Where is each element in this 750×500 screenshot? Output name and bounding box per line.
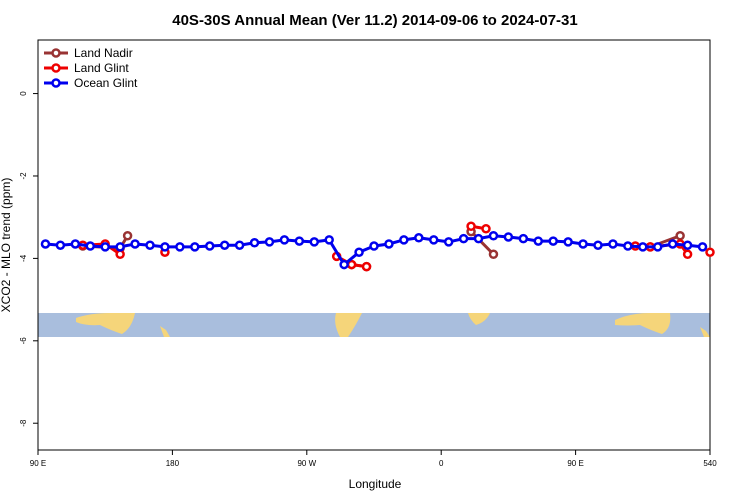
point <box>652 242 663 252</box>
y-tick-label: -6 <box>19 337 28 345</box>
point <box>369 241 379 251</box>
point <box>623 241 633 251</box>
series-line <box>82 230 681 269</box>
y-tick-label: 0 <box>19 91 28 96</box>
point <box>384 239 394 249</box>
point <box>190 242 200 252</box>
plot-frame <box>37 39 711 451</box>
legend-label: Land Glint <box>74 61 129 75</box>
point <box>160 242 170 252</box>
x-axis-label: Longitude <box>349 477 402 491</box>
point <box>488 230 499 241</box>
point <box>55 240 66 250</box>
point <box>705 247 715 257</box>
legend-label: Ocean Glint <box>74 76 138 90</box>
x-tick-label: 90 E <box>567 459 583 468</box>
point <box>294 236 305 246</box>
point <box>249 237 260 248</box>
point <box>458 233 469 244</box>
point <box>533 236 544 246</box>
point <box>361 261 372 272</box>
legend-marker <box>51 48 61 58</box>
point <box>100 242 110 252</box>
point <box>175 242 185 252</box>
point <box>675 230 685 241</box>
point <box>309 237 320 247</box>
point <box>518 233 529 244</box>
point <box>638 242 648 252</box>
point <box>466 221 476 232</box>
point <box>593 240 603 250</box>
point <box>414 233 424 243</box>
point <box>428 235 439 245</box>
point <box>70 239 81 249</box>
x-tick-label: 540 <box>703 459 717 468</box>
point <box>339 259 349 270</box>
point <box>279 235 290 245</box>
y-tick-label: -8 <box>19 419 28 427</box>
point <box>608 239 618 249</box>
point <box>578 239 588 249</box>
point <box>503 232 514 242</box>
point <box>264 237 275 247</box>
x-tick-label: 90 W <box>297 459 316 468</box>
point <box>40 239 51 249</box>
point <box>682 240 693 250</box>
point <box>204 241 215 251</box>
point <box>473 233 484 244</box>
chart-title: 40S-30S Annual Mean (Ver 11.2) 2014-09-0… <box>172 12 578 29</box>
legend-marker <box>51 63 61 73</box>
point <box>234 240 245 250</box>
point <box>682 249 693 260</box>
legend-label: Land Nadir <box>74 46 133 60</box>
point <box>481 223 491 234</box>
x-tick-label: 180 <box>166 459 180 468</box>
y-axis-label: XCO2 - MLO trend (ppm) <box>0 178 13 313</box>
point <box>324 235 334 245</box>
point <box>548 236 558 246</box>
x-tick-label: 0 <box>439 459 444 468</box>
legend-marker <box>51 78 61 88</box>
point <box>85 241 96 251</box>
point <box>563 237 573 247</box>
point <box>354 247 364 257</box>
point <box>667 239 678 249</box>
y-tick-label: -4 <box>19 254 28 262</box>
point <box>115 242 125 252</box>
point <box>145 240 155 250</box>
y-tick-label: -2 <box>19 172 28 180</box>
point <box>443 237 454 247</box>
point <box>115 249 125 260</box>
x-tick-label: 90 E <box>30 459 46 468</box>
point <box>399 235 409 245</box>
point <box>219 240 230 250</box>
point <box>130 239 140 249</box>
point <box>488 249 499 260</box>
map-strip <box>38 313 710 337</box>
point <box>122 230 133 241</box>
point <box>697 242 708 252</box>
